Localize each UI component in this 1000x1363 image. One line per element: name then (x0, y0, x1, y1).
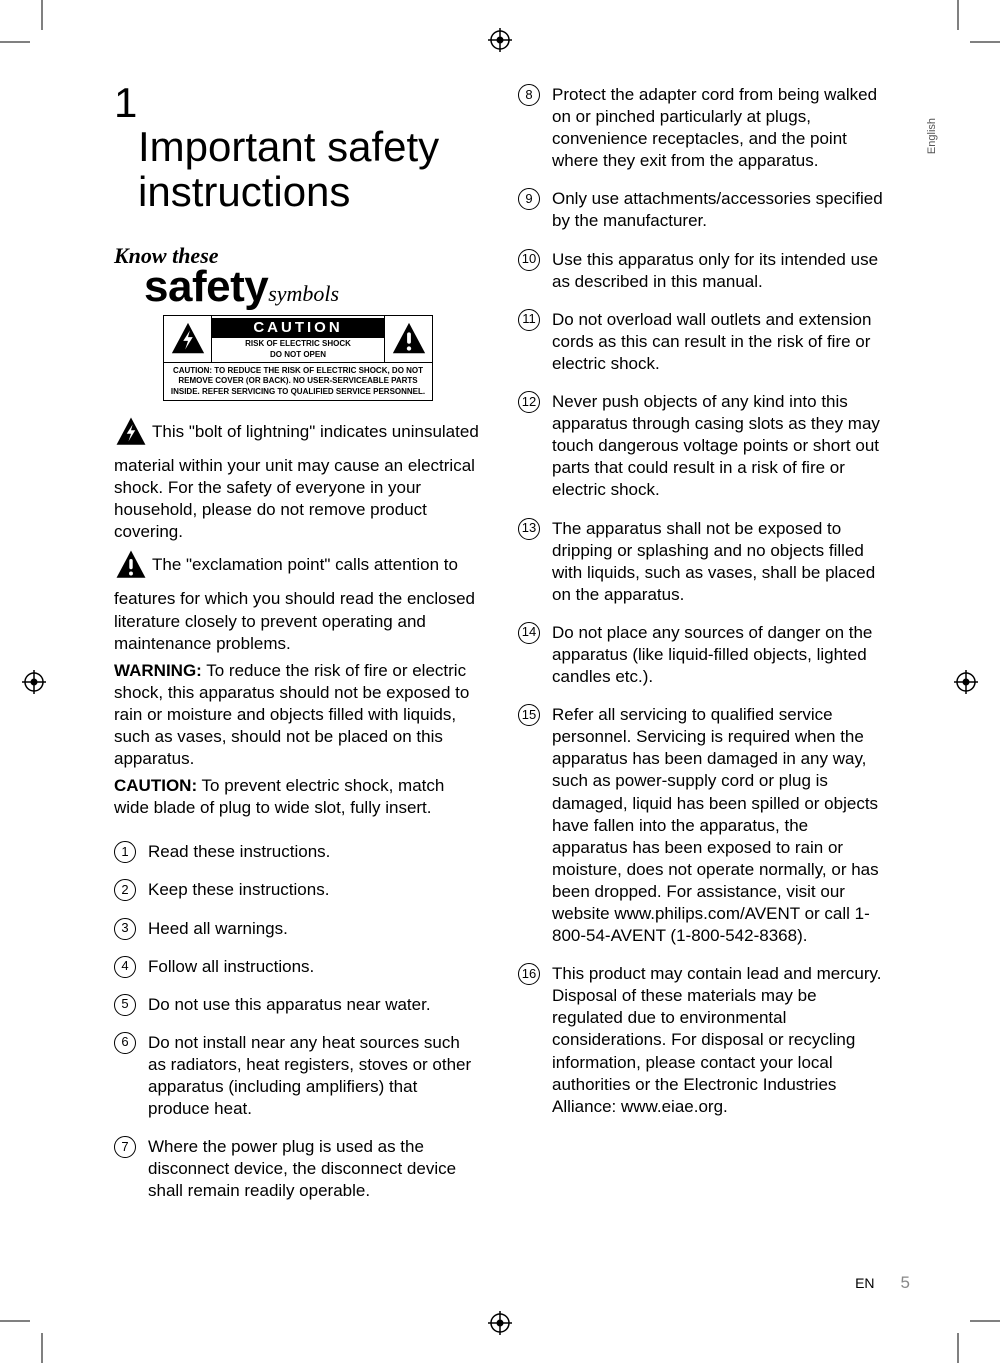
item-number: 7 (114, 1136, 136, 1158)
item-text: Read these instructions. (148, 841, 482, 863)
exclamation-paragraph: The "exclamation point" calls attention … (114, 555, 475, 652)
caution-placard: CAUTION RISK OF ELECTRIC SHOCK DO NOT OP… (163, 315, 433, 401)
caution-word: CAUTION (212, 318, 384, 338)
risk-label-2: DO NOT OPEN (270, 351, 326, 360)
item-text: Use this apparatus only for its intended… (552, 249, 886, 293)
exclamation-triangle-icon (384, 316, 432, 362)
page-footer: EN 5 (855, 1273, 910, 1293)
item-text: Do not install near any heat sources suc… (148, 1032, 482, 1120)
list-item: 16 This product may contain lead and merc… (518, 963, 886, 1118)
item-number: 1 (114, 841, 136, 863)
language-tab: English (926, 118, 938, 154)
list-item: 6 Do not install near any heat sources su… (114, 1032, 482, 1120)
item-number: 4 (114, 956, 136, 978)
list-item: 9 Only use attachments/accessories specif… (518, 188, 886, 232)
footer-language: EN (855, 1275, 874, 1291)
bolt-paragraph: This "bolt of lightning" indicates unins… (114, 422, 479, 541)
item-text: Only use attachments/accessories specifi… (552, 188, 886, 232)
item-text: This product may contain lead and mercur… (552, 963, 886, 1118)
list-item: 14 Do not place any sources of danger on … (518, 622, 886, 688)
instruction-list-right: 8 Protect the adapter cord from being wal… (518, 84, 886, 1118)
symbols-word: symbols (268, 281, 339, 306)
item-number: 11 (518, 309, 540, 331)
item-number: 2 (114, 879, 136, 901)
section-heading: Important safety instructions (138, 124, 482, 215)
item-number: 9 (518, 188, 540, 210)
item-text: Do not overload wall outlets and extensi… (552, 309, 886, 375)
risk-label-1: RISK OF ELECTRIC SHOCK (245, 340, 351, 349)
caution-label: CAUTION: (114, 776, 197, 795)
exclamation-triangle-icon (114, 548, 148, 588)
item-number: 12 (518, 391, 540, 413)
item-text: Refer all servicing to qualified service… (552, 704, 886, 947)
list-item: 12 Never push objects of any kind into th… (518, 391, 886, 501)
item-number: 10 (518, 249, 540, 271)
list-item: 7 Where the power plug is used as the dis… (114, 1136, 482, 1202)
list-item: 5 Do not use this apparatus near water. (114, 994, 482, 1016)
item-text: Keep these instructions. (148, 879, 482, 901)
item-number: 5 (114, 994, 136, 1016)
item-number: 13 (518, 518, 540, 540)
list-item: 11 Do not overload wall outlets and exten… (518, 309, 886, 375)
item-number: 8 (518, 84, 540, 106)
caution-subtext: CAUTION: TO REDUCE THE RISK OF ELECTRIC … (163, 363, 433, 401)
page-content: 1 Important safety instructions Know the… (114, 82, 886, 1219)
instruction-list-left: 1 Read these instructions. 2 Keep these in… (114, 841, 482, 1202)
list-item: 2 Keep these instructions. (114, 879, 482, 901)
lightning-triangle-icon (164, 316, 212, 362)
item-text: Heed all warnings. (148, 918, 482, 940)
left-column: 1 Important safety instructions Know the… (114, 82, 482, 1219)
item-text: Protect the adapter cord from being walk… (552, 84, 886, 172)
right-column: 8 Protect the adapter cord from being wal… (518, 82, 886, 1219)
item-number: 6 (114, 1032, 136, 1054)
item-text: Where the power plug is used as the disc… (148, 1136, 482, 1202)
item-text: Do not use this apparatus near water. (148, 994, 482, 1016)
item-text: The apparatus shall not be exposed to dr… (552, 518, 886, 606)
item-number: 15 (518, 704, 540, 726)
section-number: 1 (114, 82, 137, 124)
item-text: Follow all instructions. (148, 956, 482, 978)
list-item: 3 Heed all warnings. (114, 918, 482, 940)
list-item: 15 Refer all servicing to qualified servi… (518, 704, 886, 947)
list-item: 13 The apparatus shall not be exposed to … (518, 518, 886, 606)
list-item: 8 Protect the adapter cord from being wal… (518, 84, 886, 172)
item-text: Never push objects of any kind into this… (552, 391, 886, 501)
section-title: 1 Important safety instructions (114, 82, 482, 215)
item-text: Do not place any sources of danger on th… (552, 622, 886, 688)
safety-word: safety (144, 262, 268, 311)
footer-page-number: 5 (901, 1273, 910, 1293)
list-item: 4 Follow all instructions. (114, 956, 482, 978)
list-item: 1 Read these instructions. (114, 841, 482, 863)
item-number: 14 (518, 622, 540, 644)
body-paragraphs: This "bolt of lightning" indicates unins… (114, 415, 482, 820)
lightning-triangle-icon (114, 415, 148, 455)
safety-symbols-heading: safetysymbols (114, 265, 482, 309)
warning-label: WARNING: (114, 661, 202, 680)
list-item: 10 Use this apparatus only for its intend… (518, 249, 886, 293)
item-number: 3 (114, 918, 136, 940)
item-number: 16 (518, 963, 540, 985)
